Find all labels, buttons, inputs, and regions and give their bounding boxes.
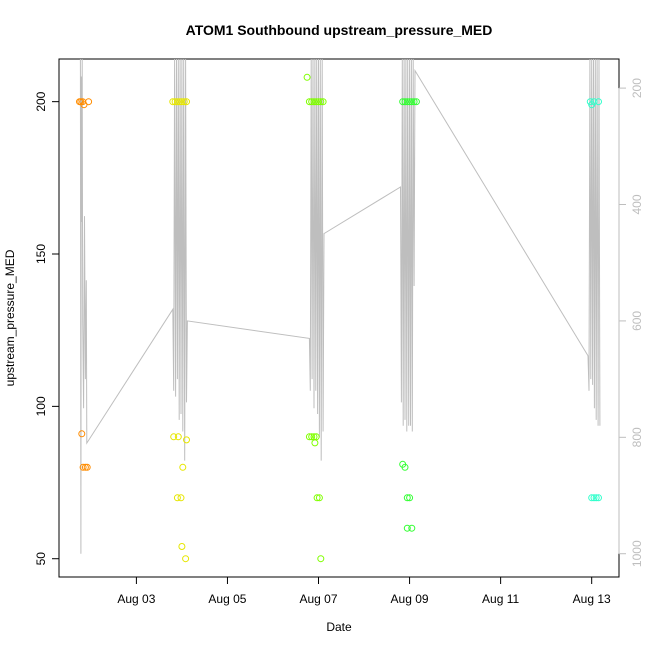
x-tick-label: Aug 11: [482, 592, 519, 606]
data-point: [173, 494, 181, 502]
right-axis-line-series: [79, 59, 601, 554]
y2-tick-label: 200: [630, 78, 644, 98]
data-point: [178, 543, 186, 550]
data-point: [176, 98, 184, 106]
data-point: [173, 98, 181, 106]
data-point: [311, 439, 319, 447]
data-point: [177, 494, 185, 502]
x-tick-label: Aug 03: [117, 592, 155, 606]
chart-title: ATOM1 Southbound upstream_pressure_MED: [186, 22, 493, 38]
data-point: [303, 73, 311, 81]
y-tick-label: 100: [34, 396, 48, 416]
data-point: [403, 524, 411, 532]
data-point: [310, 98, 318, 106]
data-point: [408, 524, 416, 532]
data-point: [305, 433, 313, 441]
data-point: [312, 98, 320, 106]
y-axis-label: upstream_pressure_MED: [3, 249, 17, 386]
y-tick-label: 50: [34, 552, 48, 566]
y-axis-left: 50 100 150 200: [34, 91, 60, 566]
data-point: [401, 98, 409, 106]
x-tick-label: Aug 13: [573, 592, 611, 606]
data-point: [403, 494, 411, 502]
y-tick-label: 200: [34, 91, 48, 111]
data-point: [319, 98, 327, 106]
y2-tick-label: 600: [630, 311, 644, 331]
data-point: [183, 98, 190, 106]
data-point: [408, 98, 416, 106]
data-point: [592, 494, 600, 502]
x-tick-label: Aug 09: [391, 592, 429, 606]
data-point: [412, 98, 420, 106]
data-point: [305, 98, 313, 106]
data-point: [174, 433, 182, 441]
data-point: [317, 555, 325, 563]
data-point: [170, 433, 178, 441]
line-series-path: [79, 59, 601, 554]
y2-tick-label: 800: [630, 427, 644, 447]
data-point: [308, 98, 316, 106]
data-point: [313, 494, 321, 502]
data-point: [180, 98, 188, 106]
data-point: [308, 433, 316, 441]
x-tick-label: Aug 07: [299, 592, 337, 606]
x-tick-label: Aug 05: [208, 592, 246, 606]
y2-tick-label: 1000: [630, 540, 644, 567]
data-point: [595, 98, 602, 106]
data-point: [588, 494, 596, 502]
data-point: [406, 98, 414, 106]
data-point: [78, 430, 86, 438]
data-point: [169, 98, 177, 106]
data-point: [171, 98, 179, 106]
plot-area-frame: [58, 58, 620, 578]
data-point: [410, 98, 418, 106]
y-axis-right: 200 400 600 800 1000: [618, 78, 644, 567]
data-point: [590, 98, 598, 106]
data-point: [83, 463, 91, 471]
data-point: [315, 98, 322, 106]
y2-tick-label: 400: [630, 194, 644, 214]
data-point: [317, 98, 325, 106]
data-point: [178, 98, 186, 106]
data-point: [179, 463, 187, 471]
scatter-points: [76, 73, 602, 563]
data-point: [183, 436, 190, 444]
data-point: [406, 494, 414, 502]
data-point: [401, 463, 409, 471]
data-point: [403, 98, 411, 106]
data-point: [85, 98, 93, 106]
data-point: [182, 555, 190, 563]
data-point: [315, 494, 323, 502]
data-point: [590, 494, 598, 502]
data-point: [399, 98, 407, 106]
data-point: [79, 463, 87, 471]
x-axis-label: Date: [326, 620, 352, 634]
y-tick-label: 150: [34, 244, 48, 264]
x-axis: Aug 03 Aug 05 Aug 07 Aug 09 Aug 11 Aug 13: [117, 576, 611, 606]
data-point: [595, 494, 602, 502]
